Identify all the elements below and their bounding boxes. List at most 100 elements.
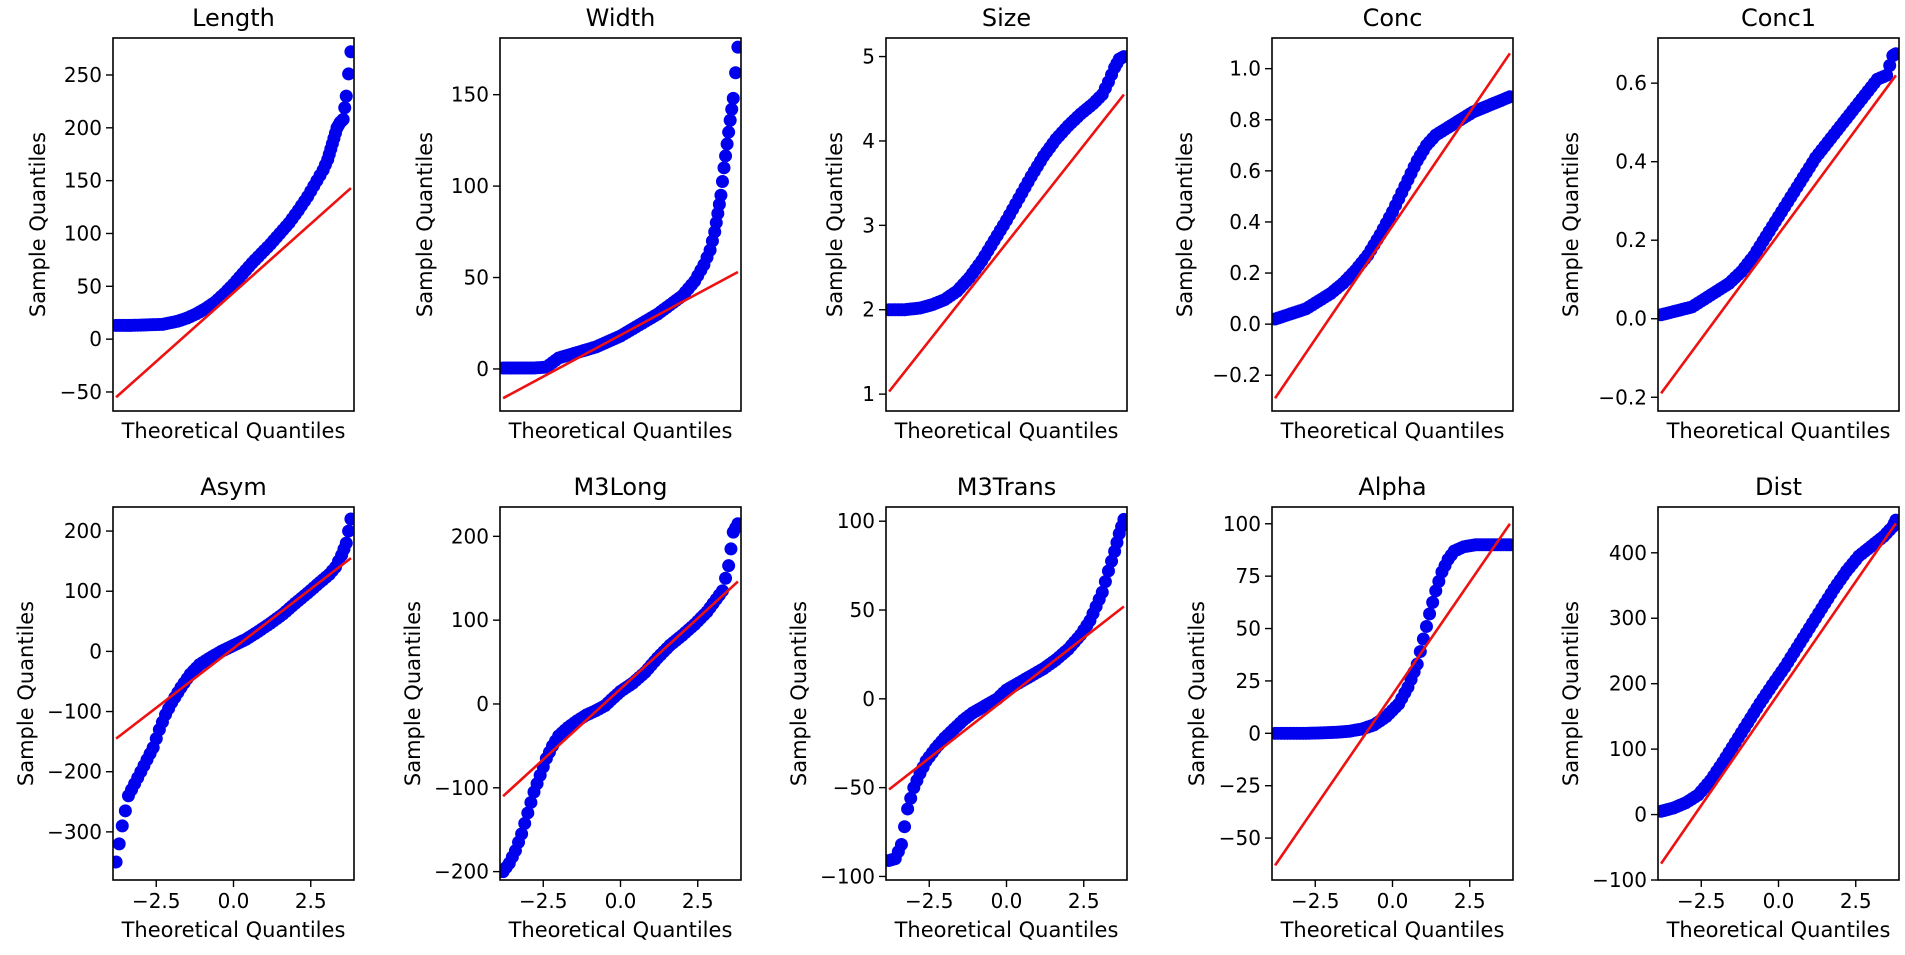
y-tick-label: 0 — [862, 687, 875, 711]
sample-point — [524, 795, 538, 809]
y-tick-label: 150 — [64, 169, 102, 193]
y-tick-label: 1 — [862, 382, 875, 406]
y-tick-label: 150 — [451, 83, 489, 107]
reference-line — [502, 270, 739, 400]
panel-title: Asym — [200, 473, 267, 501]
y-tick-label: 100 — [451, 174, 489, 198]
y-axis-label: Sample Quantiles — [413, 132, 437, 317]
panel-dist: Dist −100 0 100 200 300 400 −2.5 0.0 2.5 Theoretic… — [1559, 473, 1900, 942]
sample-point — [339, 536, 353, 550]
x-axis-label: Theoretical Quantiles — [894, 918, 1119, 942]
y-tick-label: −0.2 — [1598, 385, 1647, 409]
y-tick-label: 75 — [1236, 564, 1261, 588]
y-tick-label: 4 — [862, 129, 875, 153]
plot-frame — [1657, 37, 1900, 412]
sample-point — [1880, 68, 1894, 82]
sample-point — [338, 101, 352, 115]
sample-point — [1419, 619, 1433, 633]
x-tick-label: 0.0 — [218, 889, 250, 913]
y-tick-label: 25 — [1236, 669, 1261, 693]
y-axis-label: Sample Quantiles — [14, 601, 38, 786]
panel-width: Width 0 50 100 150 Theoretical Quantiles Sampl… — [413, 4, 742, 443]
data-layer — [113, 512, 354, 869]
plot-frame — [499, 506, 742, 881]
y-tick-label: 100 — [837, 509, 875, 533]
sample-point — [720, 137, 734, 151]
y-axis-label: Sample Quantiles — [1185, 601, 1209, 786]
data-layer — [1658, 513, 1899, 865]
sample-point — [1117, 50, 1127, 64]
data-layer — [500, 517, 741, 879]
y-axis-label: Sample Quantiles — [1559, 601, 1583, 786]
sample-point — [719, 571, 733, 585]
x-axis-label: Theoretical Quantiles — [121, 918, 346, 942]
x-tick-label: 2.5 — [295, 889, 327, 913]
y-tick-label: 50 — [850, 598, 875, 622]
y-tick-label: 0 — [1248, 721, 1261, 745]
sample-point — [1117, 512, 1127, 526]
sample-point — [1098, 575, 1112, 589]
y-tick-label: 50 — [77, 274, 102, 298]
y-axis-label: Sample Quantiles — [1173, 132, 1197, 317]
sample-point — [898, 820, 912, 834]
x-tick-label: −2.5 — [905, 889, 954, 913]
sample-point — [725, 102, 739, 116]
reference-line — [888, 93, 1125, 393]
sample-point — [342, 67, 354, 81]
y-tick-label: 3 — [862, 213, 875, 237]
y-tick-label: 200 — [451, 524, 489, 548]
panel-conc1: Conc1 −0.2 0.0 0.2 0.4 0.6 Theoretical Quantil… — [1559, 4, 1900, 443]
y-tick-label: 200 — [1609, 672, 1647, 696]
y-tick-label: −50 — [1219, 826, 1261, 850]
x-tick-label: 0.0 — [1377, 889, 1409, 913]
panel-title: Alpha — [1358, 473, 1426, 501]
panel-title: Dist — [1755, 473, 1802, 501]
y-tick-label: 250 — [64, 63, 102, 87]
x-tick-label: 2.5 — [1454, 889, 1486, 913]
y-tick-label: −300 — [47, 820, 102, 844]
sample-point — [1883, 58, 1897, 72]
x-axis-label: Theoretical Quantiles — [508, 918, 733, 942]
sample-point — [722, 125, 736, 139]
plot-frame — [499, 37, 742, 412]
x-axis-label: Theoretical Quantiles — [894, 419, 1119, 443]
panel-title: Conc1 — [1741, 4, 1816, 32]
y-tick-label: 0 — [476, 357, 489, 381]
x-axis-label: Theoretical Quantiles — [1280, 419, 1505, 443]
y-axis-label: Sample Quantiles — [26, 132, 50, 317]
data-layer — [113, 45, 354, 399]
sample-point — [344, 45, 354, 59]
y-axis-label: Sample Quantiles — [1559, 132, 1583, 317]
y-tick-label: −200 — [434, 860, 489, 884]
sample-point — [726, 91, 740, 105]
sample-point — [1889, 47, 1899, 61]
x-tick-label: 0.0 — [1763, 889, 1795, 913]
sample-point — [113, 837, 126, 851]
y-tick-label: 0.0 — [1615, 307, 1647, 331]
panel-title: Size — [982, 4, 1031, 32]
sample-point — [731, 517, 741, 531]
plot-frame — [1271, 37, 1514, 412]
x-tick-label: −2.5 — [1291, 889, 1340, 913]
panel-title: Conc — [1363, 4, 1423, 32]
x-tick-label: −2.5 — [132, 889, 181, 913]
x-tick-label: 2.5 — [1840, 889, 1872, 913]
sample-point — [722, 559, 736, 573]
y-tick-label: 50 — [1236, 617, 1261, 641]
sample-point — [1503, 538, 1513, 552]
panel-conc: Conc −0.2 0.0 0.2 0.4 0.6 0.8 1.0 Theoretical Qu… — [1173, 4, 1514, 443]
reference-line — [1660, 74, 1897, 395]
x-tick-label: 0.0 — [991, 889, 1023, 913]
plot-frame — [112, 506, 355, 881]
y-tick-label: 100 — [64, 221, 102, 245]
panel-title: Width — [586, 4, 656, 32]
y-tick-label: −0.2 — [1212, 363, 1261, 387]
data-layer — [886, 50, 1127, 393]
sample-point — [894, 837, 908, 851]
panel-title: M3Trans — [957, 473, 1056, 501]
panel-m3long: M3Long −200 −100 0 100 200 −2.5 0.0 2.5 Theoretic… — [401, 473, 742, 942]
y-tick-label: 0.2 — [1615, 228, 1647, 252]
sample-point — [729, 66, 741, 80]
sample-point — [118, 804, 132, 818]
reference-line — [1274, 52, 1511, 399]
